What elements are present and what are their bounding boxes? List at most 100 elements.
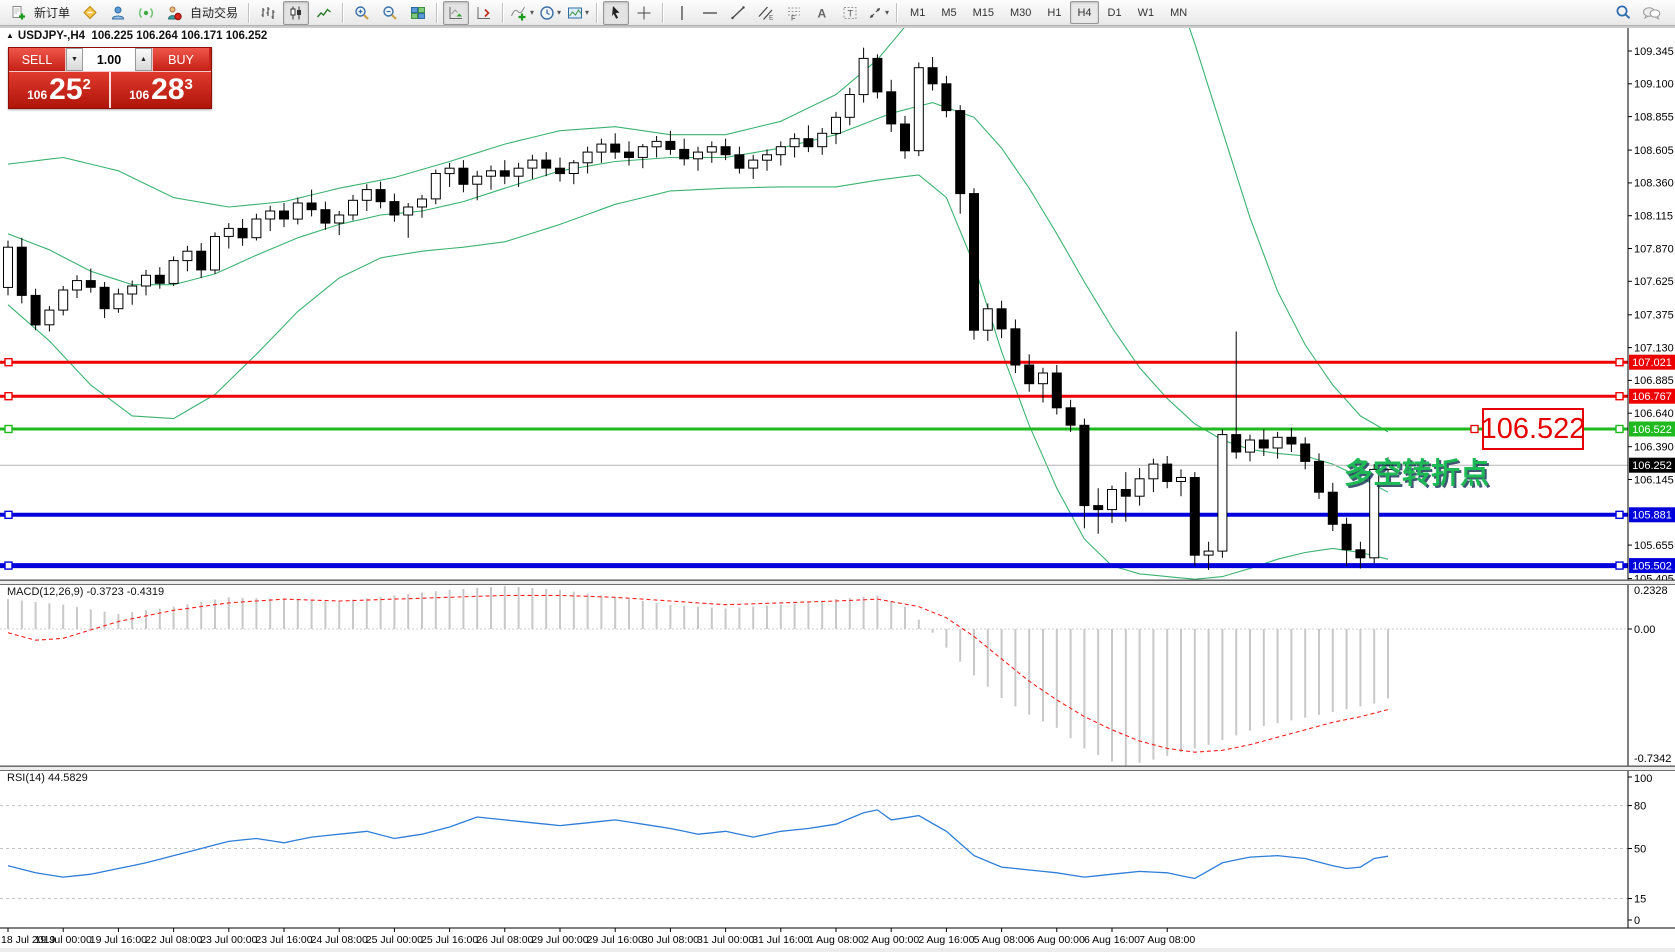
svg-text:T: T (848, 8, 854, 18)
timeframe-button-MN[interactable]: MN (1170, 6, 1188, 19)
timeframe-button-M15[interactable]: M15 (972, 6, 995, 19)
svg-text:7 Aug 08:00: 7 Aug 08:00 (1139, 934, 1195, 946)
horizontal-line-button[interactable] (697, 1, 723, 25)
crosshair-button[interactable] (631, 1, 657, 25)
line-handle (4, 561, 13, 570)
rsi-label: RSI(14) 44.5829 (7, 772, 88, 784)
vertical-line-button[interactable] (669, 1, 695, 25)
chart-shift-button[interactable] (471, 1, 497, 25)
candlestick-chart-button[interactable] (283, 0, 310, 25)
search-button[interactable] (1610, 1, 1636, 25)
sell-button[interactable]: SELL (9, 48, 65, 71)
macd-pane-splitter[interactable] (0, 580, 1675, 585)
chart-canvas[interactable]: 109.345 109.100 108.855 108.605 108.360 108.1… (0, 26, 1675, 948)
chart-window[interactable]: 109.345 109.100 108.855 108.605 108.360 108.1… (0, 26, 1675, 948)
buy-price-display[interactable]: 106 28 3 (111, 72, 211, 108)
profile-button[interactable] (105, 1, 131, 25)
bollinger-lower-band (7, 174, 1389, 580)
autotrading-label[interactable]: 自动交易 (190, 6, 239, 20)
candle (72, 280, 82, 291)
price-annotation-box[interactable]: 106.522 (1481, 408, 1585, 450)
candle (486, 170, 496, 177)
buy-button[interactable]: BUY (153, 48, 209, 71)
candle (127, 285, 138, 295)
candle (803, 138, 814, 148)
tile-windows-icon (411, 6, 426, 19)
buy-price-base: 106 (129, 88, 150, 102)
zoom-out-button[interactable] (377, 1, 403, 25)
candle (403, 206, 414, 216)
candle (85, 280, 96, 288)
timeframe-button-D1[interactable]: D1 (1107, 6, 1122, 19)
svg-text:24 Jul 08:00: 24 Jul 08:00 (311, 934, 368, 946)
svg-text:23 Jul 00:00: 23 Jul 00:00 (200, 934, 257, 946)
autotrading-button[interactable] (161, 1, 187, 25)
volume-down-button[interactable]: ▼ (66, 48, 83, 71)
svg-text:31 Jul 00:00: 31 Jul 00:00 (697, 934, 754, 946)
candle (375, 189, 386, 203)
rsi-pane-splitter[interactable] (0, 766, 1675, 771)
channel-button[interactable]: E (753, 1, 779, 25)
candle (472, 175, 483, 185)
tile-windows-button[interactable] (405, 1, 431, 25)
candle (3, 246, 13, 288)
text-button[interactable]: A (809, 1, 835, 25)
new-order-button[interactable] (5, 1, 31, 25)
fibonacci-button[interactable]: F (781, 1, 807, 25)
auto-scroll-icon (449, 6, 463, 19)
candle (900, 123, 910, 152)
text-label-button[interactable]: T (837, 1, 863, 25)
line-chart-button[interactable] (311, 1, 337, 25)
line-handle (1615, 510, 1624, 520)
candle (1300, 443, 1311, 462)
candle (541, 159, 552, 169)
candle (113, 293, 124, 310)
auto-scroll-button[interactable] (443, 0, 470, 25)
candle (279, 210, 289, 220)
new-order-label[interactable]: 新订单 (34, 6, 71, 20)
templates-button[interactable]: ▾ (565, 1, 591, 25)
cursor-button[interactable] (603, 0, 630, 25)
candle (1327, 491, 1338, 525)
zoom-in-button[interactable] (349, 1, 375, 25)
chart-shift-icon (477, 6, 491, 19)
search-icon (1616, 5, 1630, 19)
timeframe-button-M1[interactable]: M1 (910, 6, 926, 19)
price-badge (1629, 421, 1675, 437)
volume-input[interactable] (83, 48, 135, 71)
trendline-button[interactable] (725, 1, 751, 25)
timeframe-button-H4[interactable]: H4 (1070, 1, 1099, 24)
template-picture-icon (568, 7, 583, 18)
svg-text:107.375: 107.375 (1634, 310, 1674, 322)
volume-up-button[interactable]: ▲ (135, 48, 152, 71)
indicators-button[interactable]: ▾ (509, 1, 535, 25)
community-button[interactable] (1638, 1, 1664, 25)
candle (348, 199, 358, 216)
svg-text:108.855: 108.855 (1634, 111, 1674, 123)
zoom-in-icon (355, 5, 369, 20)
timeframe-button-M30[interactable]: M30 (1010, 6, 1032, 19)
timeframe-button-H1[interactable]: H1 (1047, 6, 1062, 19)
candle (858, 57, 869, 96)
svg-text:6 Aug 00:00: 6 Aug 00:00 (1029, 934, 1085, 946)
sell-price-pips: 25 (49, 73, 83, 106)
metaeditor-button[interactable] (77, 1, 103, 25)
candle (651, 140, 662, 148)
bar-chart-button[interactable] (255, 1, 281, 25)
turning-point-text[interactable]: 多空转折点 (1344, 458, 1490, 490)
arrows-button[interactable]: ▾ (865, 1, 891, 25)
candle (610, 143, 621, 153)
crosshair-icon (637, 6, 651, 19)
candle (941, 83, 952, 112)
news-button[interactable] (133, 1, 159, 25)
candle (16, 246, 27, 296)
sell-price-display[interactable]: 106 25 2 (9, 72, 111, 108)
main-toolbar: 新订单 自动交易 ▾ ▾ (0, 0, 1675, 26)
timeframe-button-W1[interactable]: W1 (1137, 6, 1155, 19)
svg-text:2 Aug 00:00: 2 Aug 00:00 (863, 934, 919, 946)
collapse-arrow-icon[interactable]: ▲ (6, 31, 14, 40)
candle (1065, 407, 1076, 426)
candle (417, 198, 427, 208)
timeframe-button-M5[interactable]: M5 (941, 6, 957, 19)
periods-button[interactable]: ▾ (537, 1, 563, 25)
